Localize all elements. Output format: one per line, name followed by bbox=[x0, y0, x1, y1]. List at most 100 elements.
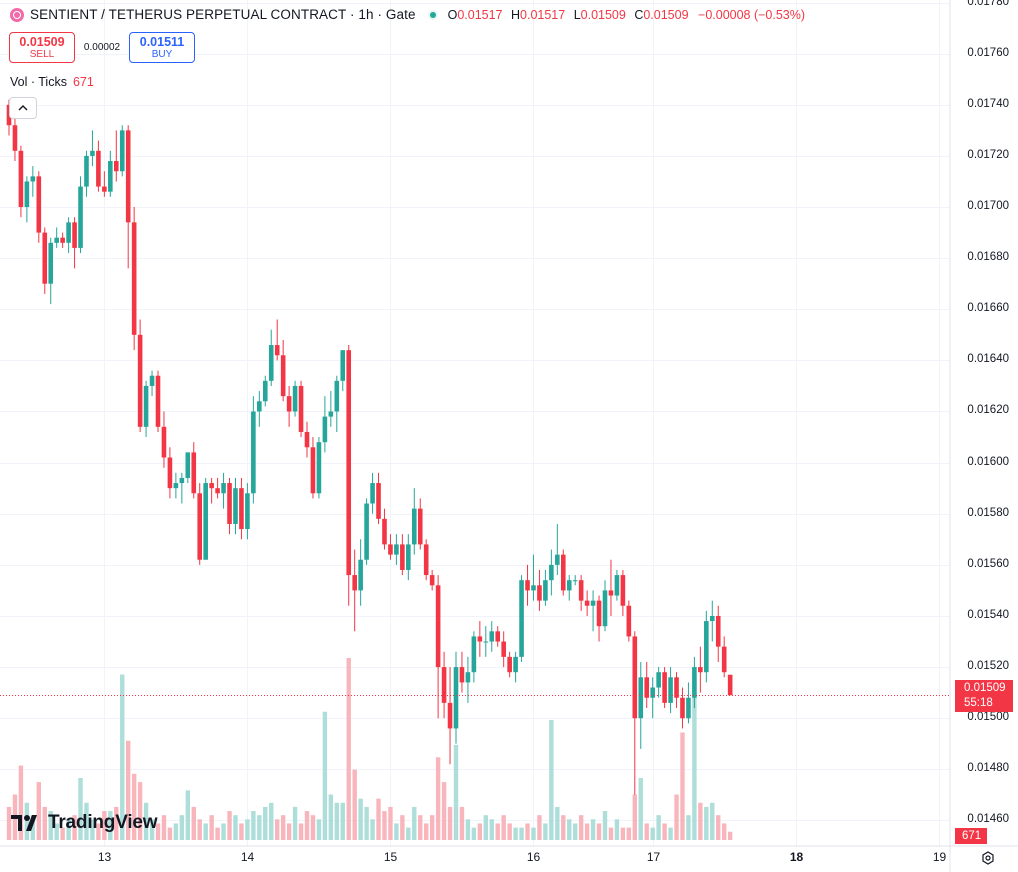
volume-bar bbox=[537, 815, 542, 840]
candle bbox=[18, 145, 24, 218]
time-tick-label: 19 bbox=[932, 850, 947, 864]
candle bbox=[406, 534, 411, 581]
buy-label: BUY bbox=[151, 48, 173, 60]
volume-bar bbox=[704, 806, 709, 840]
volume-bar bbox=[120, 674, 125, 840]
volume-bar bbox=[632, 794, 637, 840]
volume-legend[interactable]: Vol · Ticks 671 bbox=[10, 75, 94, 89]
candle-body bbox=[590, 600, 596, 606]
candle bbox=[459, 651, 465, 693]
candle-body bbox=[352, 575, 357, 591]
candle-body bbox=[555, 554, 560, 565]
candle-body bbox=[596, 600, 602, 627]
volume-bar bbox=[722, 823, 727, 840]
volume-bar bbox=[477, 823, 483, 840]
candle bbox=[352, 549, 357, 632]
candle bbox=[543, 569, 548, 606]
candle-body bbox=[119, 130, 125, 172]
candle bbox=[137, 319, 143, 432]
volume-bar bbox=[620, 827, 626, 840]
candle bbox=[441, 651, 447, 719]
candle bbox=[721, 636, 727, 678]
trade-panel: 0.01509 SELL 0.00002 0.01511 BUY bbox=[9, 32, 195, 63]
volume-bar bbox=[519, 827, 524, 840]
tradingview-logo[interactable]: TradingView bbox=[11, 812, 158, 834]
price-tick-label: 0.01620 bbox=[967, 403, 1009, 416]
candle bbox=[686, 682, 691, 724]
candle bbox=[125, 125, 131, 269]
candle bbox=[334, 375, 340, 432]
volume-bar bbox=[590, 819, 596, 840]
candle-body bbox=[203, 483, 208, 560]
time-tick-label: 14 bbox=[240, 850, 255, 864]
volume-bar bbox=[149, 819, 155, 840]
candle-body bbox=[406, 544, 411, 570]
price-tick-label: 0.01500 bbox=[967, 710, 1009, 723]
candle-body bbox=[18, 150, 24, 208]
candle-body bbox=[322, 416, 328, 443]
candle bbox=[620, 569, 626, 616]
volume-bar bbox=[137, 782, 143, 840]
price-tick-label: 0.01700 bbox=[967, 199, 1009, 212]
candle bbox=[471, 631, 477, 683]
candle-body bbox=[429, 575, 435, 586]
candle bbox=[167, 447, 173, 499]
volume-bar bbox=[525, 823, 530, 840]
candle-body bbox=[674, 677, 679, 698]
candle-body bbox=[483, 641, 489, 643]
candle bbox=[179, 472, 185, 504]
candle-body bbox=[638, 677, 644, 719]
volume-bar bbox=[90, 819, 95, 840]
candle-body bbox=[24, 181, 30, 208]
symbol-title[interactable]: SENTIENT / TETHERUS PERPETUAL CONTRACT ·… bbox=[30, 7, 416, 22]
candle bbox=[131, 207, 137, 351]
candle bbox=[233, 477, 238, 535]
candle-body bbox=[632, 636, 638, 719]
candle bbox=[257, 391, 262, 427]
candle-body bbox=[185, 452, 191, 478]
candle bbox=[262, 375, 268, 407]
candle-body bbox=[108, 161, 113, 192]
volume-bar bbox=[84, 802, 89, 840]
volume-bar bbox=[584, 823, 590, 840]
candle-body bbox=[692, 667, 697, 698]
volume-bar bbox=[48, 811, 53, 840]
volume-bar bbox=[644, 823, 649, 840]
volume-bar bbox=[412, 806, 417, 840]
volume-bar bbox=[78, 777, 83, 840]
last-volume-tag: 671 bbox=[955, 828, 987, 844]
candle bbox=[715, 605, 721, 662]
volume-bar bbox=[126, 740, 131, 840]
candle-body bbox=[698, 667, 703, 673]
candle bbox=[626, 600, 632, 642]
candle bbox=[489, 621, 495, 652]
candle bbox=[209, 477, 214, 504]
candle-body bbox=[36, 176, 42, 233]
axis-settings-button[interactable] bbox=[980, 850, 996, 866]
volume-bar bbox=[346, 658, 351, 840]
candle bbox=[185, 452, 191, 484]
volume-bar bbox=[239, 823, 244, 840]
candle-body bbox=[96, 150, 101, 187]
sell-button[interactable]: 0.01509 SELL bbox=[9, 32, 75, 63]
candle bbox=[519, 575, 524, 662]
candle-body bbox=[447, 702, 453, 729]
time-tick-label: 18 bbox=[789, 850, 804, 864]
volume-bar bbox=[161, 815, 167, 840]
volume-bar bbox=[286, 823, 292, 840]
candle bbox=[251, 396, 256, 504]
volume-bar bbox=[686, 815, 691, 840]
candle-body bbox=[644, 677, 650, 698]
candle-body bbox=[6, 104, 12, 126]
candle bbox=[602, 580, 608, 632]
collapse-legend-button[interactable] bbox=[9, 97, 37, 119]
volume-bar bbox=[298, 823, 304, 840]
volume-bar bbox=[310, 815, 316, 840]
candle-body bbox=[489, 631, 495, 642]
candle bbox=[12, 115, 18, 162]
candle-body bbox=[411, 508, 417, 545]
buy-button[interactable]: 0.01511 BUY bbox=[129, 32, 195, 63]
candle-body bbox=[388, 544, 393, 555]
price-tick-label: 0.01560 bbox=[967, 557, 1009, 570]
